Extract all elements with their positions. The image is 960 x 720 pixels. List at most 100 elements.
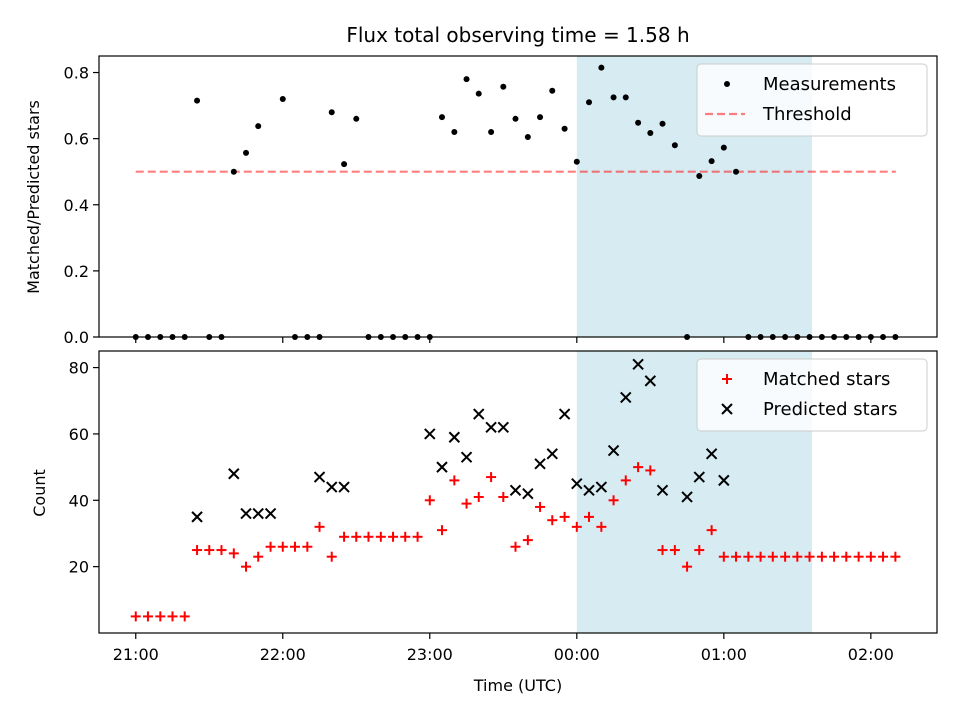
matched-star-marker (253, 551, 264, 562)
predicted-star-marker (571, 477, 583, 490)
measurement-point (230, 168, 237, 175)
matched-star-marker (878, 551, 889, 562)
matched-star-marker (363, 531, 374, 542)
predicted-star-marker (681, 491, 693, 503)
measurement-point (524, 133, 531, 140)
matched-star-marker (522, 535, 533, 546)
predicted-star-marker (705, 448, 718, 460)
x-tick-label: 01:00 (701, 645, 747, 664)
measurement-point (733, 168, 740, 175)
matched-star-marker (130, 611, 141, 622)
x-axis-label: Time (UTC) (473, 676, 562, 695)
y-tick-label: 60 (69, 425, 89, 444)
predicted-star-marker (191, 511, 203, 523)
matched-star-marker (461, 498, 472, 509)
chart-title: Flux total observing time = 1.58 h (346, 23, 689, 47)
legend-dot-icon (724, 81, 730, 87)
predicted-star-marker (595, 481, 608, 493)
matched-star-marker (743, 551, 754, 562)
predicted-star-marker (240, 507, 252, 520)
measurement-point (353, 115, 360, 122)
matched-star-marker (571, 521, 582, 532)
matched-star-marker (865, 551, 876, 562)
matched-star-marker (718, 551, 729, 562)
measurement-point (549, 87, 556, 94)
matched-star-marker (767, 551, 778, 562)
measurement-point (194, 97, 201, 104)
predicted-star-marker (522, 487, 534, 500)
matched-star-marker (645, 465, 656, 476)
matched-star-marker (510, 541, 521, 552)
predicted-star-marker (497, 421, 510, 434)
x-tick-label: 23:00 (407, 645, 453, 664)
measurement-point (500, 83, 507, 90)
matched-star-marker (559, 511, 570, 522)
y-axis-label-ratio: Matched/Predicted stars (24, 100, 43, 294)
y-tick-label: 0.0 (64, 328, 89, 347)
matched-star-marker (424, 495, 435, 506)
measurement-point (671, 142, 678, 149)
measurement-point (451, 129, 458, 136)
predicted-star-marker (583, 484, 595, 497)
measurement-point (328, 109, 335, 116)
measurement-point (598, 64, 605, 71)
predicted-star-marker (338, 481, 350, 493)
predicted-star-marker (644, 375, 657, 387)
measurement-point (586, 99, 593, 106)
measurement-point (255, 123, 262, 130)
matched-star-marker (436, 525, 447, 536)
y-tick-label: 80 (69, 359, 89, 378)
measurement-point (463, 76, 470, 83)
predicted-star-marker (424, 428, 436, 440)
measurement-point (573, 158, 580, 165)
predicted-star-marker (448, 431, 461, 443)
matched-star-marker (265, 541, 276, 552)
measurement-point (647, 130, 654, 137)
predicted-star-marker (436, 461, 448, 473)
legend-label: Measurements (763, 74, 896, 95)
x-tick-label: 22:00 (260, 645, 306, 664)
measurement-point (475, 90, 482, 97)
predicted-star-marker (460, 451, 473, 463)
predicted-star-marker (718, 474, 730, 487)
predicted-star-marker (607, 444, 620, 457)
matched-star-marker (192, 545, 203, 556)
predicted-star-marker (485, 421, 497, 434)
matched-star-marker (633, 462, 644, 473)
matched-star-marker (216, 545, 227, 556)
legend: Matched stars Predicted stars (696, 358, 928, 432)
predicted-star-marker (252, 507, 264, 520)
matched-star-marker (841, 551, 852, 562)
legend-label: Threshold (762, 104, 852, 125)
measurement-point (720, 144, 727, 151)
matched-star-marker (314, 521, 325, 532)
y-tick-label: 40 (69, 491, 89, 510)
predicted-star-marker (228, 468, 240, 480)
matched-star-marker (339, 531, 350, 542)
matched-star-marker (829, 551, 840, 562)
matched-star-marker (620, 475, 631, 486)
matched-star-marker (535, 501, 546, 512)
y-tick-label: 20 (69, 558, 89, 577)
matched-star-marker (277, 541, 288, 552)
measurement-point (610, 94, 617, 101)
predicted-star-marker (693, 471, 705, 483)
matched-star-marker (596, 521, 607, 532)
measurement-point (537, 114, 544, 121)
matched-star-marker (375, 531, 386, 542)
matched-star-marker (302, 541, 313, 552)
matched-star-marker (682, 561, 693, 572)
measurement-point (561, 125, 568, 132)
matched-star-marker (400, 531, 411, 542)
x-tick-label: 00:00 (554, 645, 600, 664)
measurement-point (635, 119, 642, 126)
measurement-point (279, 95, 286, 102)
matched-star-marker (694, 545, 705, 556)
matched-star-marker (584, 511, 595, 522)
measurement-point (696, 173, 703, 180)
matched-star-marker (657, 545, 668, 556)
matched-star-marker (890, 551, 901, 562)
matched-star-marker (498, 491, 509, 502)
matched-star-marker (179, 611, 190, 622)
